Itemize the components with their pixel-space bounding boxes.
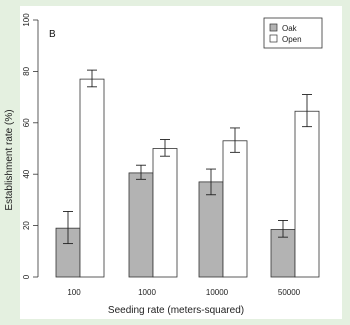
x-axis-ticks: 100 1000 10000 50000 [67,288,300,297]
legend-box [263,17,323,49]
x-tick-label: 50000 [278,288,301,297]
legend-label-open: Open [282,35,302,44]
error-bars-group [63,69,312,245]
y-tick-label: 100 [22,13,31,27]
x-axis-title: Seeding rate (meters-squared) [108,305,244,316]
legend-swatch-open [269,34,278,43]
bar-open-100 [79,78,105,278]
y-tick-label: 20 [22,221,31,230]
legend-swatch-oak [269,23,278,32]
bars-group [55,78,320,278]
y-tick-label: 40 [22,169,31,178]
panel-label: B [49,29,56,40]
legend-label-oak: Oak [282,24,298,33]
legend: Oak Open [263,17,323,49]
x-tick-label: 1000 [138,288,156,297]
x-tick-label: 10000 [206,288,229,297]
y-axis: 0 20 40 60 80 100 [22,13,39,279]
y-axis-title: Establishment rate (%) [4,109,15,210]
bar-open-50000 [294,110,320,278]
bar-oak-1000 [128,172,154,278]
x-tick-label: 100 [67,288,81,297]
y-tick-label: 0 [22,274,31,279]
y-tick-label: 60 [22,118,31,127]
bar-open-1000 [152,148,178,278]
bar-oak-10000 [198,181,224,278]
bar-open-10000 [222,140,248,278]
y-tick-label: 80 [22,66,31,75]
